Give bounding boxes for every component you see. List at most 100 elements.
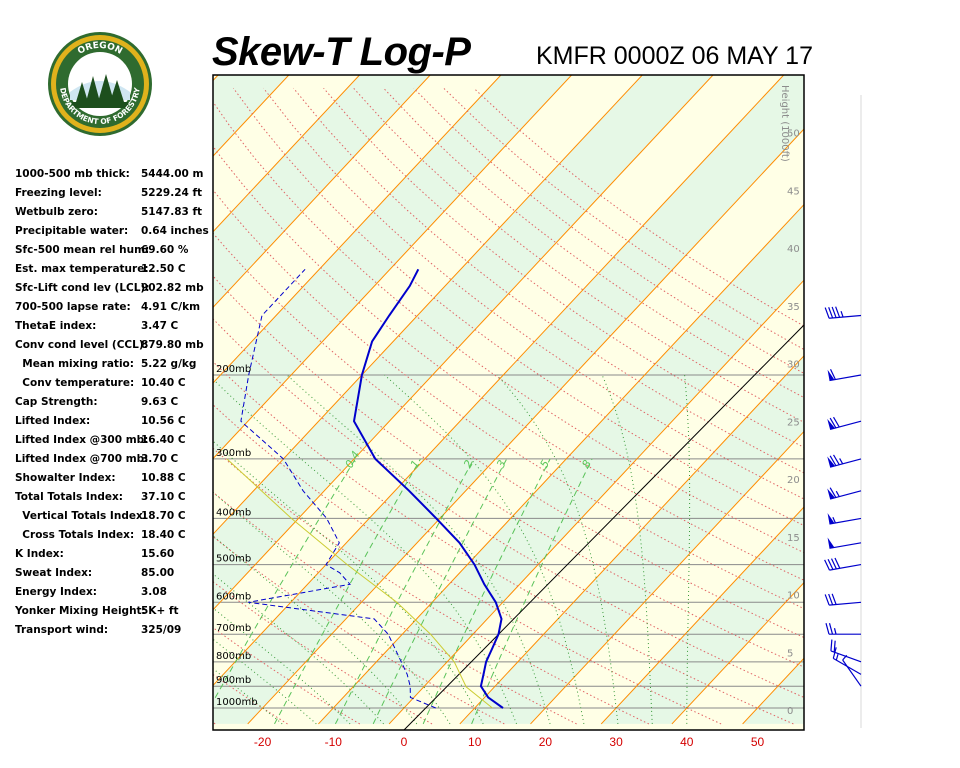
oregon-forestry-logo: OREGON DEPARTMENT OF FORESTRY [46,30,154,143]
index-value: 10.56 C [141,415,186,427]
dry-adiabats [213,87,804,725]
index-value: 16.40 C [141,434,186,446]
dry-adiabat-line [353,87,804,423]
isotherm-line [247,128,804,725]
index-value: 5K+ ft [141,605,179,617]
index-value: 3.08 [141,586,167,598]
dry-adiabat-line [383,87,804,399]
height-tick-label: 5 [787,648,793,659]
isotherm-line [530,430,804,725]
height-tick-label: 40 [787,244,800,255]
dewpoint-trace [240,268,436,709]
logo-top-text: OREGON [76,41,124,57]
wind-barb [842,654,862,687]
isotherm-line [813,60,960,724]
isotherms [213,60,960,725]
reference-line [403,324,804,730]
isotherm-line [600,506,804,725]
index-label: Lifted Index @300 mb: [15,434,149,446]
pressure-label: 500mb [216,554,251,565]
index-label: Freezing level: [15,187,102,199]
height-tick-label: 30 [787,360,800,371]
mixing-ratio-lines [213,458,593,725]
index-value: 10.40 C [141,377,186,389]
index-value: 5.22 g/kg [141,358,197,370]
index-label: Lifted Index: [15,415,91,427]
moist-adiabat-line [213,491,451,725]
isotherm-line [884,60,960,724]
index-value: 0.64 inches [141,225,209,237]
index-label: Transport wind: [15,624,109,636]
isotherm-line [213,75,573,460]
index-label: Wetbulb zero: [15,206,98,218]
index-value: 325/09 [141,624,182,636]
index-label: Total Totals Index: [15,491,123,503]
index-value: 85.00 [141,567,175,579]
moist-adiabat-line [213,668,283,725]
wind-barb [824,306,862,319]
station-time-title: KMFR 0000Z 06 MAY 17 [536,42,813,70]
index-value: 5229.24 ft [141,187,203,199]
moist-adiabats [213,374,691,725]
index-value: 15.60 [141,548,175,560]
dry-adiabat-line [263,87,804,500]
moist-adiabat-line [213,378,517,725]
index-label: Conv cond level (CCL): [15,339,148,351]
wind-barb [827,454,862,468]
index-label: K Index: [15,548,64,560]
isotherm-line [388,279,804,725]
height-tick-label: 35 [787,302,800,313]
index-value: 18.70 C [141,510,186,522]
pressure-label: 900mb [216,675,251,686]
dry-adiabat-line [213,101,804,554]
wind-barb [827,368,862,382]
wind-barb [827,513,862,525]
index-value: 879.80 mb [141,339,204,351]
wind-barb [830,639,862,663]
page-title: Skew-T Log-P [212,30,471,74]
index-label: Mean mixing ratio: [15,358,134,370]
dry-adiabat-line [232,87,804,527]
dry-adiabat-line [213,491,577,725]
mixing-ratio-line [422,458,551,725]
temperature-trace [352,268,504,709]
index-value: 3.47 C [141,320,179,332]
index-label: Precipitable water: [15,225,129,237]
isobars [213,374,804,709]
isotherm-band [601,507,804,724]
x-tick-label: -10 [325,735,343,749]
isotherm-line [459,355,804,725]
x-tick-label: 40 [680,735,694,749]
isotherm-line [213,75,644,535]
pressure-label: 800mb [216,651,251,662]
index-label: Cross Totals Index: [15,529,135,541]
dry-adiabat-line [293,87,804,474]
index-label: ThetaE index: [15,320,97,332]
height-tick-label: 45 [787,186,800,197]
x-tick-label: 30 [609,735,623,749]
dry-adiabat-line [213,626,361,725]
isotherm-line [213,75,502,384]
reference-skew-line [403,324,804,730]
moist-adiabat-line [601,374,653,724]
index-value: 902.82 mb [141,282,204,294]
index-value: 9.63 C [141,396,179,408]
pressure-label: 600mb [216,591,251,602]
pressure-label: 300mb [216,448,251,459]
index-label: 1000-500 mb thick: [15,168,130,180]
height-labels: Height (1000ft) 0 5 10 15 20 25 30 35 40 45 50 [779,85,800,717]
x-tick-label: 50 [751,735,765,749]
x-tick-label: 10 [468,735,482,749]
height-tick-label: 0 [787,706,793,717]
x-tick-label: 20 [539,735,553,749]
index-label: 700-500 lapse rate: [15,301,131,313]
index-label: Showalter Index: [15,472,116,484]
index-value: 5444.00 m [141,168,204,180]
wind-barb [827,537,862,549]
dry-adiabat-line [323,87,804,448]
wind-barb [824,557,862,571]
wind-barb [825,623,861,635]
mixing-ratio-line [372,458,508,725]
x-tick-label: 0 [401,735,408,749]
